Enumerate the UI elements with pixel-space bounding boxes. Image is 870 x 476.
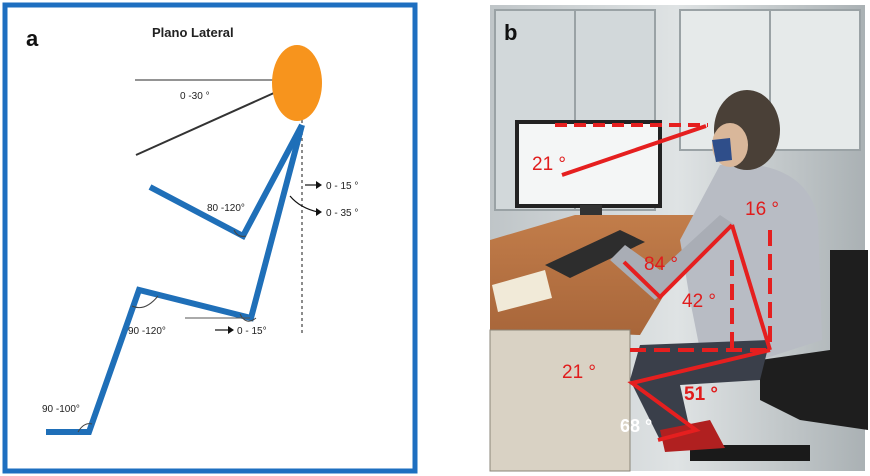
hip-angle-label: 90 -120°	[128, 326, 166, 337]
elbow-arc	[233, 229, 247, 237]
leg-line	[627, 348, 771, 442]
person-shoes	[660, 420, 725, 452]
thigh-angle-label: 0 - 15°	[237, 326, 267, 337]
elbow-angle-label: 80 -120°	[207, 203, 245, 214]
office-chair	[760, 250, 868, 430]
trunk-vertical-angle-label: 0 - 35 °	[326, 208, 358, 219]
torso-leg-skeleton	[46, 124, 305, 435]
panel-a-letter: a	[26, 26, 39, 51]
papers	[492, 270, 552, 312]
hip-arc	[131, 295, 159, 309]
knee-arc	[239, 313, 257, 322]
photo-angle-hip: 21 °	[562, 362, 596, 383]
head-circle	[272, 45, 322, 121]
declined-gaze-line	[135, 87, 286, 156]
neck-trunk-line	[730, 224, 772, 351]
neck-angle-arrow	[305, 181, 322, 189]
photo-angle-neck: 16 °	[745, 199, 779, 220]
desk-cabinet	[489, 329, 631, 472]
sight-line	[561, 124, 707, 177]
desk	[490, 215, 700, 335]
thigh-angle-arrow	[215, 326, 234, 334]
photo-angle-trunk: 42 °	[682, 291, 716, 312]
photo-angle-knee: 51 °	[684, 384, 718, 405]
person-torso	[680, 163, 822, 360]
panel-b-letter: b	[504, 20, 517, 45]
panel-a: a Plano Lateral 0	[2, 2, 418, 474]
trunk-angle-arrow	[289, 195, 322, 216]
person-legs	[630, 340, 770, 440]
ankle-angle-label: 90 -100°	[42, 404, 80, 415]
panel-b: 21 ° 16 ° 84 ° 42 ° 21 ° 51 ° 68 ° b	[489, 5, 868, 472]
photo-angle-ankle: 68 °	[620, 416, 652, 436]
panel-a-frame	[2, 2, 418, 474]
arm-angle-line	[622, 223, 734, 300]
panel-a-title: Plano Lateral	[152, 25, 234, 40]
photo-angle-head: 21 °	[532, 154, 566, 175]
keyboard	[545, 230, 645, 278]
ankle-arc	[77, 423, 93, 433]
photo-angle-elbow: 84 °	[644, 254, 678, 275]
face-mask	[712, 138, 732, 162]
head-neck-angle-label: 0 -30 °	[180, 91, 210, 102]
neck-vertical-angle-label: 0 - 15 °	[326, 181, 358, 192]
measurement-lines	[555, 123, 772, 442]
